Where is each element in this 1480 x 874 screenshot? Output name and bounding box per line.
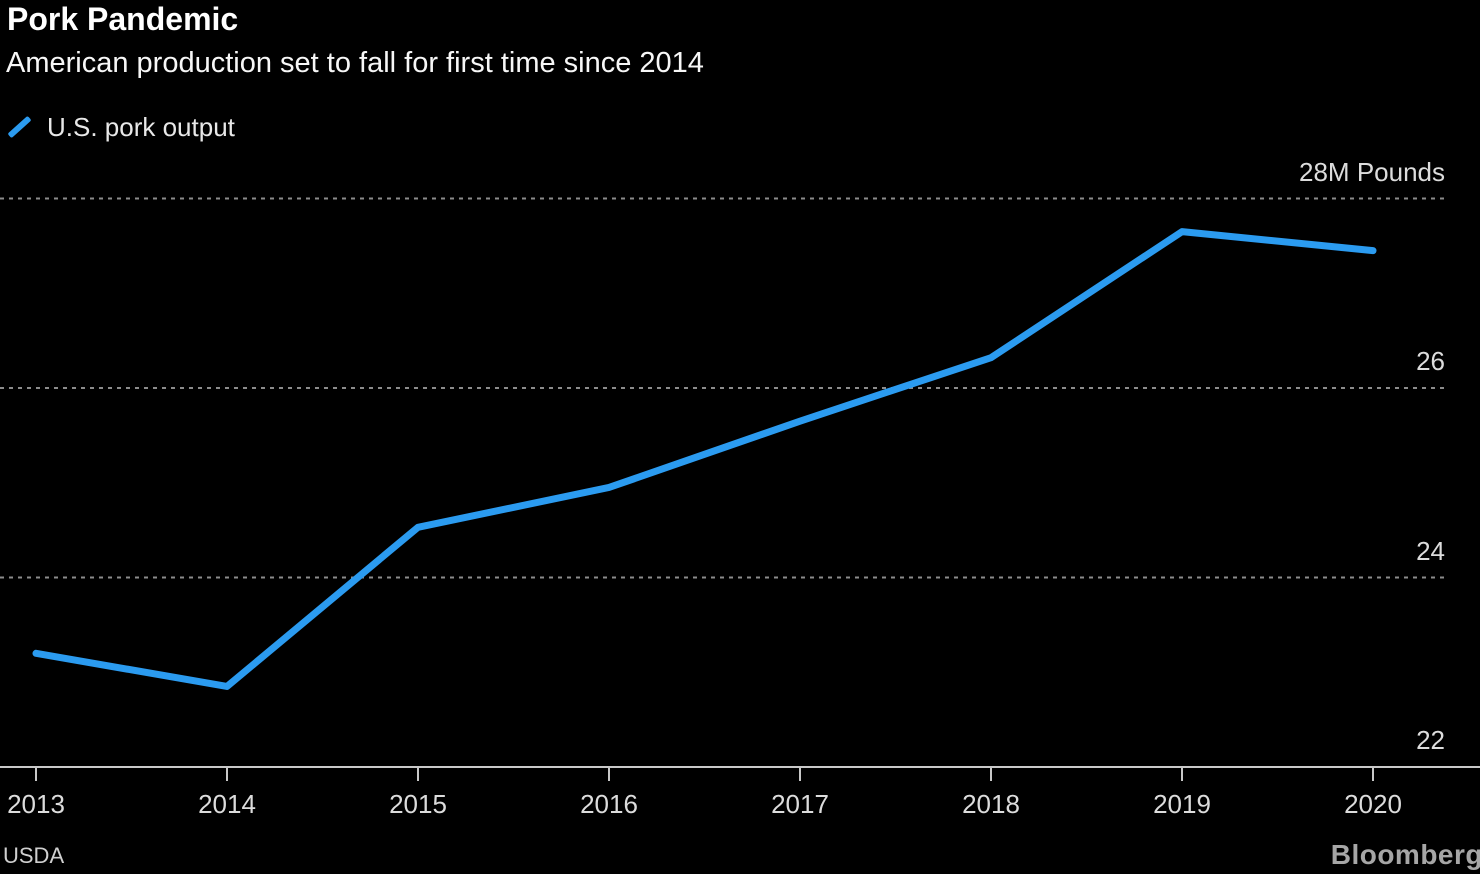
x-axis-label: 2017 bbox=[771, 789, 829, 819]
x-axis-label: 2016 bbox=[580, 789, 638, 819]
page-title: Pork Pandemic bbox=[7, 1, 239, 37]
y-axis-label: 28M Pounds bbox=[1299, 156, 1445, 187]
y-axis-label: 24 bbox=[1416, 535, 1445, 566]
legend-label: U.S. pork output bbox=[47, 111, 235, 142]
bloomberg-logo: Bloomberg bbox=[1330, 839, 1480, 870]
y-axis-label: 22 bbox=[1416, 725, 1445, 755]
y-axis-label: 26 bbox=[1416, 346, 1445, 376]
x-axis-label: 2020 bbox=[1344, 789, 1402, 819]
x-axis-label: 2018 bbox=[962, 789, 1020, 819]
source-credit: USDA bbox=[3, 843, 65, 868]
x-axis-label: 2014 bbox=[198, 789, 256, 819]
x-axis-label: 2013 bbox=[7, 789, 65, 819]
page-subtitle: American production set to fall for firs… bbox=[6, 47, 704, 79]
legend: U.S. pork output bbox=[6, 110, 235, 144]
pork-output-line bbox=[32, 228, 1377, 690]
x-axis-label: 2015 bbox=[389, 789, 447, 819]
x-axis-label: 2019 bbox=[1153, 789, 1211, 819]
